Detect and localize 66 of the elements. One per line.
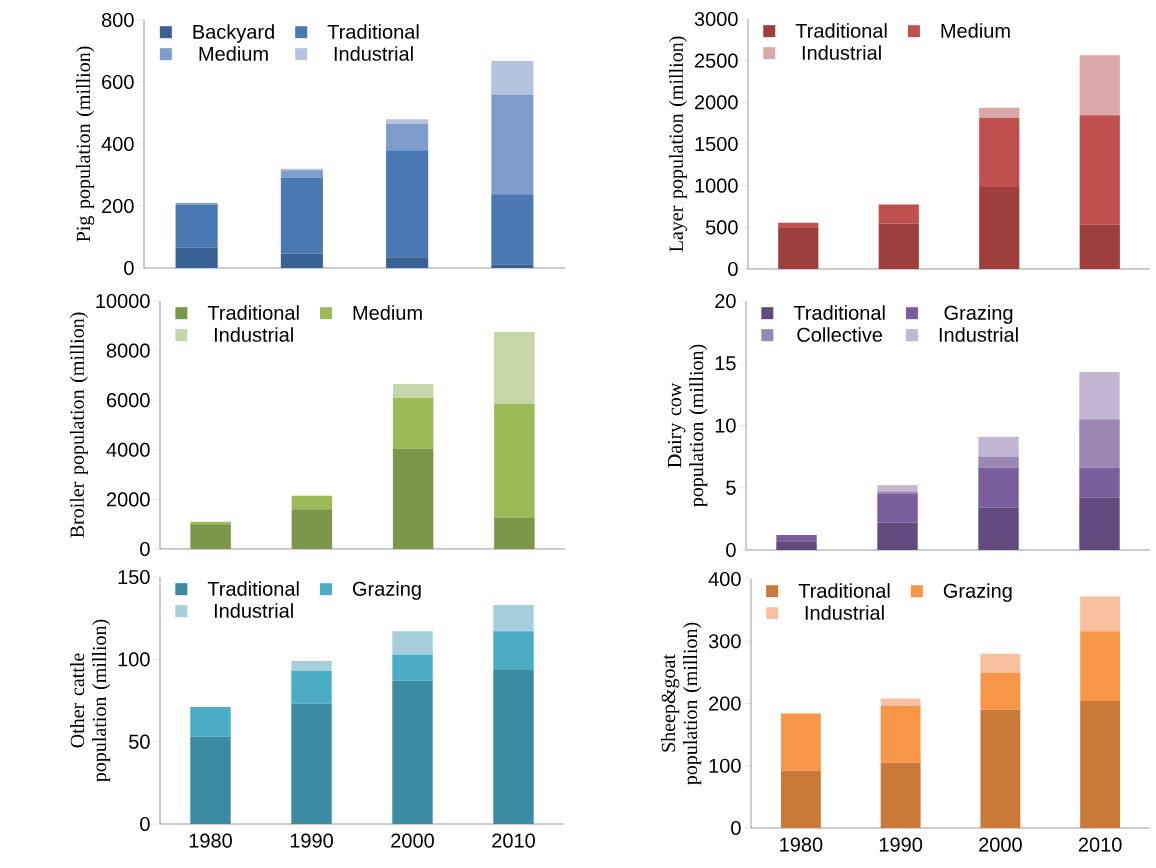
y-tick-label: 100 [709,758,741,773]
y-tick-label: 400 [708,571,741,587]
y-axis-title: Other cattle population (million) [70,619,111,782]
y-tick-label: 50 [129,734,150,749]
legend-label: Traditional [793,305,885,320]
y-tick-label: 400 [101,136,134,152]
y-axis-title: Sheep&goat population (million) [661,622,702,785]
legend-label: Medium [941,23,1010,38]
y-axis-title: Layer population (million) [668,36,688,252]
y-tick-label: 1500 [695,136,738,152]
legend-label: Industrial [334,46,413,61]
y-tick-label: 5 [726,480,736,495]
x-tick-label: 2000 [391,833,434,848]
legend-label: Medium [199,46,268,61]
y-tick-label: 1000 [695,178,738,193]
legend-label: Industrial [214,603,293,618]
y-tick-label: 6000 [107,393,150,408]
y-axis-title: Dairy cow population (million) [667,344,708,507]
x-tick-label: 2010 [492,833,535,848]
legend-label: Grazing [944,305,1013,324]
legend-label: Grazing [352,581,421,600]
y-tick-label: 2000 [694,95,738,110]
y-tick-label: 0 [140,541,150,557]
legend-label: Grazing [943,583,1012,602]
x-tick-label: 1980 [189,833,232,848]
x-tick-label: 2010 [1078,837,1122,852]
y-tick-label: 2500 [694,53,738,68]
legend-label: Collective [797,327,883,342]
y-tick-label: 20 [715,293,736,309]
x-tick-label: 1980 [780,837,823,852]
legend-label: Industrial [939,327,1018,342]
y-tick-label: 10 [715,418,736,433]
y-tick-label: 300 [708,634,741,649]
y-tick-label: 0 [726,542,736,558]
x-tick-label: 1990 [879,837,923,852]
legend-label: Traditional [207,581,299,596]
legend-label: Industrial [805,605,884,620]
y-tick-label: 10000 [96,293,150,309]
x-tick-label: 1990 [290,833,333,848]
y-tick-label: 0 [124,260,134,276]
legend-label: Traditional [327,24,419,39]
y-tick-label: 100 [118,652,150,667]
legend-label: Traditional [207,305,299,320]
y-tick-label: 2000 [106,492,150,507]
legend-label: Traditional [798,583,890,598]
y-tick-label: 200 [102,198,134,214]
y-tick-label: 0 [140,816,150,832]
y-tick-label: 150 [118,569,150,585]
y-axis-title: Pig population (million) [76,46,95,242]
y-tick-label: 4000 [106,442,150,457]
legend-label: Industrial [214,327,293,342]
y-tick-label: 0 [728,261,738,277]
y-tick-label: 500 [705,220,738,235]
legend-label: Traditional [795,23,887,38]
legend-label: Medium [353,305,422,320]
y-tick-label: 200 [709,696,741,711]
y-tick-label: 3000 [694,11,738,27]
legend-label: Backyard [193,24,274,43]
y-tick-label: 8000 [106,343,150,358]
y-tick-label: 800 [101,12,134,28]
y-tick-label: 15 [715,356,736,371]
x-tick-label: 2000 [979,837,1022,852]
legend-label: Industrial [802,45,881,60]
y-axis-title: Broiler population (million) [69,312,88,538]
y-tick-label: 600 [102,74,134,90]
y-tick-label: 0 [731,820,741,836]
